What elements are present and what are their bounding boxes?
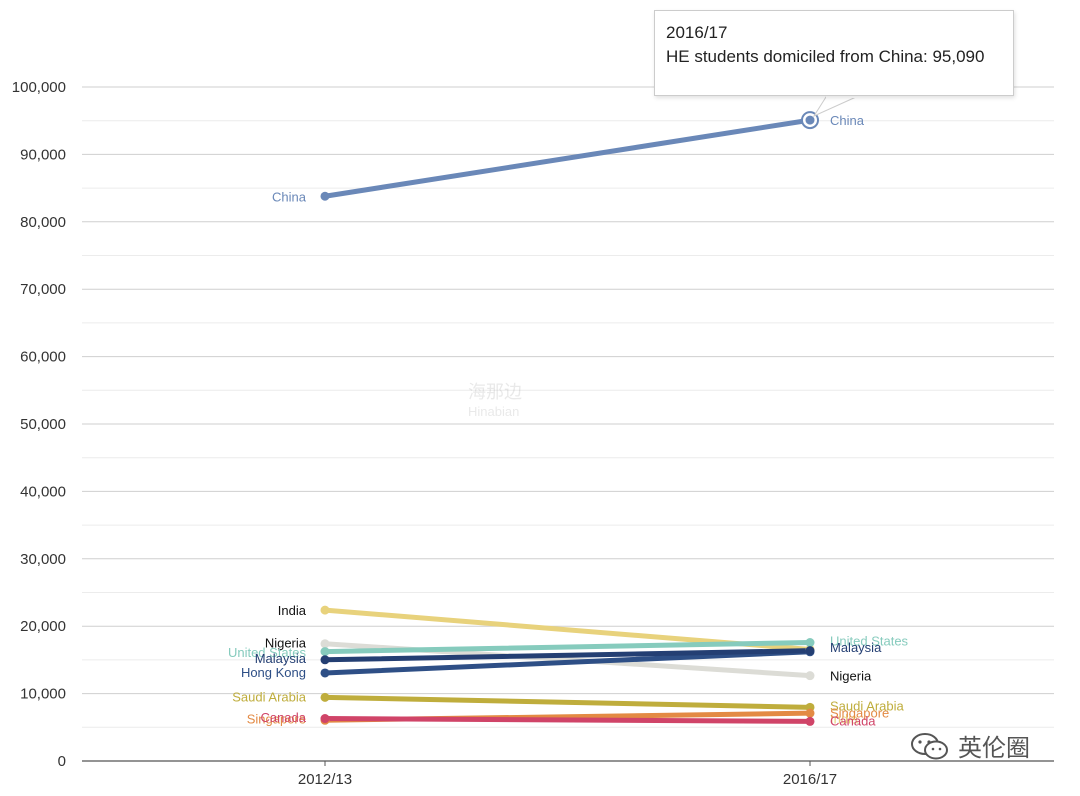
series-label-right: Singapore <box>830 705 889 720</box>
series-label-right: Saudi Arabia <box>830 699 904 714</box>
faint-watermark-text: 海那边 <box>468 382 522 402</box>
series-label-left: Canada <box>260 710 306 725</box>
tooltip: 2016/17 HE students domiciled from China… <box>654 10 1014 96</box>
y-axis: 0 10,000 20,000 30,000 40,000 50,000 60,000 70,… <box>12 79 66 770</box>
data-point-canada[interactable] <box>320 714 330 724</box>
series-line-china[interactable] <box>322 117 813 199</box>
series-label-left: Nigeria <box>265 635 307 650</box>
y-tick-label: 20,000 <box>20 618 66 635</box>
data-point-malaysia[interactable] <box>320 655 330 665</box>
data-point-nigeria[interactable] <box>320 639 330 649</box>
series-line-hong-kong[interactable] <box>322 649 813 676</box>
series-lines <box>322 117 813 724</box>
highlight-dot[interactable] <box>805 115 815 125</box>
series-line-saudi-arabia[interactable] <box>322 694 813 710</box>
y-tick-label: 30,000 <box>20 551 66 568</box>
y-tick-label: 60,000 <box>20 349 66 366</box>
data-point-united-states[interactable] <box>320 647 330 657</box>
x-tick-label: 2012/13 <box>298 771 352 788</box>
data-point-malaysia[interactable] <box>805 646 815 656</box>
watermark-text: 英伦圈 <box>958 734 1030 762</box>
data-point-hong-kong[interactable] <box>320 668 330 678</box>
highlight-marker <box>801 111 819 130</box>
data-point-saudi-arabia[interactable] <box>320 692 330 702</box>
series-label-left: China <box>272 189 307 204</box>
series-label-right: India <box>830 712 859 727</box>
series-label-left: India <box>278 603 307 618</box>
data-point-singapore[interactable] <box>805 708 815 718</box>
data-point-canada[interactable] <box>805 716 815 726</box>
series-line-united-states[interactable] <box>322 640 813 655</box>
series-label-right: United States <box>830 633 909 648</box>
y-tick-label: 80,000 <box>20 214 66 231</box>
x-tick-label: 2016/17 <box>783 771 837 788</box>
y-tick-label: 0 <box>58 753 66 770</box>
data-point-united-states[interactable] <box>805 638 815 648</box>
tooltip-title: 2016/17 <box>666 23 728 42</box>
series-label-left: Hong Kong <box>241 665 306 680</box>
watermark: 英伦圈 <box>910 728 1030 763</box>
wechat-icon <box>911 732 948 759</box>
y-tick-label: 70,000 <box>20 281 66 298</box>
series-label-left: Singapore <box>247 712 306 727</box>
series-line-malaysia[interactable] <box>322 648 813 663</box>
y-tick-label: 100,000 <box>12 79 66 96</box>
series-label-left: United States <box>228 645 307 660</box>
y-tick-label: 50,000 <box>20 416 66 433</box>
data-point-nigeria[interactable] <box>805 671 815 681</box>
data-point-china[interactable] <box>320 191 330 201</box>
tooltip-text: HE students domiciled from China: 95,090 <box>666 47 985 66</box>
y-tick-label: 40,000 <box>20 483 66 500</box>
series-line-canada[interactable] <box>322 716 813 724</box>
gridlines <box>82 86 1054 728</box>
y-tick-label: 90,000 <box>20 146 66 163</box>
x-axis: 2012/13 2016/17 <box>82 760 1054 788</box>
series-label-right: China <box>830 113 865 128</box>
series-label-right: Malaysia <box>830 640 882 655</box>
faint-watermark: 海那边 Hinabian <box>468 378 522 419</box>
series-label-left: Malaysia <box>255 651 307 666</box>
series-points <box>320 115 815 726</box>
series-label-right: Nigeria <box>830 669 872 684</box>
faint-watermark-subtext: Hinabian <box>468 404 520 419</box>
series-label-left: Saudi Arabia <box>232 689 306 704</box>
data-point-india[interactable] <box>320 605 330 615</box>
y-tick-label: 10,000 <box>20 686 66 703</box>
series-label-right: Canada <box>830 714 876 729</box>
